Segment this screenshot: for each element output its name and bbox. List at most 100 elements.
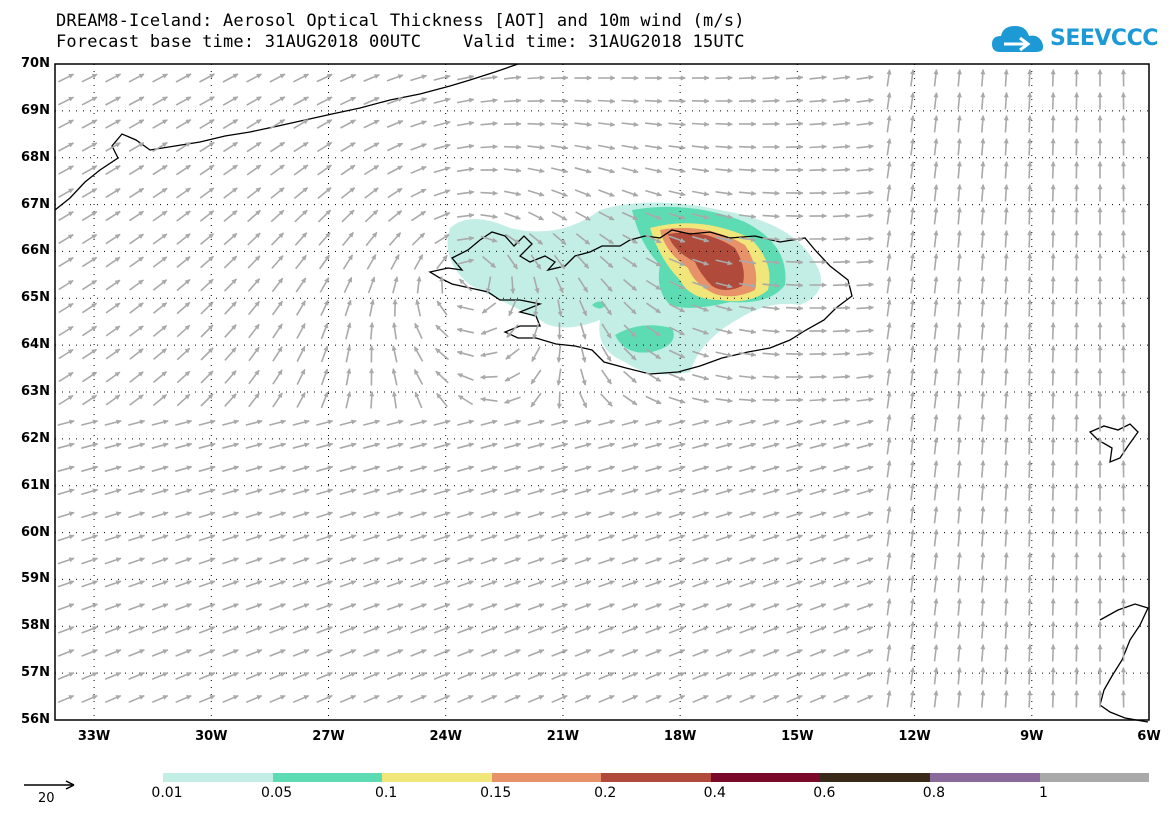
wind-arrow-head bbox=[656, 191, 663, 197]
wind-arrow-head bbox=[656, 214, 663, 220]
wind-arrow-head bbox=[114, 394, 121, 400]
wind-arrow-head bbox=[562, 488, 569, 494]
wind-arrow-head bbox=[1120, 597, 1127, 604]
wind-arrow-head bbox=[1073, 91, 1080, 98]
wind-arrow-head bbox=[374, 465, 381, 471]
wind-arrow-head bbox=[91, 234, 98, 240]
wind-arrow-head bbox=[867, 649, 874, 655]
wind-arrow-head bbox=[656, 465, 663, 471]
wind-arrow-head bbox=[679, 442, 686, 448]
wind-arrow-head bbox=[680, 191, 686, 197]
wind-arrow-head bbox=[886, 598, 892, 604]
wind-arrow-head bbox=[703, 329, 710, 335]
wind-arrow-head bbox=[703, 649, 709, 655]
wind-arrow-head bbox=[394, 253, 400, 260]
wind-arrow-head bbox=[256, 419, 263, 425]
wind-arrow-head bbox=[374, 419, 381, 425]
wind-arrow-head bbox=[751, 190, 757, 196]
wind-arrow-head bbox=[350, 534, 357, 540]
wind-arrow-head bbox=[1097, 137, 1103, 144]
longitude-label: 12W bbox=[898, 729, 931, 744]
colorbar-segment bbox=[601, 773, 711, 782]
wind-arrow-head bbox=[346, 322, 352, 328]
wind-arrow-head bbox=[956, 528, 962, 535]
latitude-label: 70N bbox=[21, 56, 50, 71]
wind-arrow-head bbox=[468, 166, 475, 173]
wind-arrow-head bbox=[679, 419, 686, 425]
wind-arrow-head bbox=[114, 348, 121, 354]
wind-arrow-head bbox=[773, 580, 780, 586]
wind-arrow-head bbox=[679, 307, 686, 313]
wind-arrow-head bbox=[208, 278, 214, 285]
wind-arrow-head bbox=[515, 603, 522, 609]
wind-arrow-head bbox=[867, 603, 874, 609]
wind-arrow-head bbox=[254, 232, 261, 239]
wind-arrow-head bbox=[468, 143, 475, 149]
wind-arrow-head bbox=[468, 74, 475, 80]
wind-arrow-head bbox=[933, 506, 939, 512]
wind-arrow-head bbox=[1050, 620, 1056, 627]
wind-arrow-head bbox=[397, 603, 404, 609]
wind-arrow-head bbox=[656, 649, 662, 655]
wind-arrow-head bbox=[1050, 321, 1056, 328]
wind-arrow-head bbox=[656, 626, 662, 632]
wind-arrow-head bbox=[956, 459, 962, 466]
wind-arrow-head bbox=[703, 375, 710, 381]
wind-arrow-head bbox=[845, 190, 851, 196]
wind-arrow-head bbox=[444, 695, 451, 700]
wind-arrow-head bbox=[508, 310, 514, 317]
wind-arrow-head bbox=[703, 511, 710, 517]
wind-arrow-head bbox=[867, 465, 874, 471]
wind-arrow-head bbox=[773, 603, 780, 609]
wind-arrow-head bbox=[1050, 68, 1056, 75]
wind-arrow-head bbox=[585, 191, 592, 197]
coastlines bbox=[54, 63, 1149, 723]
wind-arrow-head bbox=[350, 626, 357, 632]
wind-arrow-head bbox=[397, 511, 404, 517]
wind-arrow-head bbox=[820, 695, 827, 700]
wind-arrow-head bbox=[980, 689, 986, 696]
wind-arrow-head bbox=[726, 488, 733, 494]
wind-arrow-head bbox=[280, 672, 286, 677]
wind-arrow-head bbox=[655, 376, 662, 382]
wind-arrow-head bbox=[207, 370, 214, 377]
wind-arrow-head bbox=[657, 121, 663, 127]
wind-arrow-head bbox=[184, 324, 191, 331]
wind-arrow-head bbox=[92, 649, 98, 655]
wind-arrow-head bbox=[391, 368, 397, 374]
wind-arrow-head bbox=[562, 580, 569, 586]
wind-arrow-head bbox=[797, 465, 804, 471]
wind-arrow-head bbox=[444, 534, 451, 540]
wind-arrow-head bbox=[186, 465, 193, 471]
wind-arrow-head bbox=[956, 367, 962, 374]
wind-arrow-head bbox=[491, 603, 498, 609]
wind-arrow-head bbox=[909, 644, 916, 650]
wind-arrow-head bbox=[323, 368, 329, 375]
wind-arrow-head bbox=[421, 74, 428, 80]
wind-arrow-head bbox=[91, 280, 98, 286]
wind-arrow-head bbox=[867, 695, 874, 700]
wind-arrow-head bbox=[632, 580, 639, 586]
wind-arrow-head bbox=[655, 331, 661, 337]
wind-arrow-head bbox=[280, 580, 287, 586]
wind-arrow-head bbox=[303, 580, 310, 586]
wind-arrow-head bbox=[886, 552, 892, 558]
wind-arrow-head bbox=[868, 190, 875, 196]
wind-arrow-head bbox=[1003, 574, 1009, 581]
wind-arrow-head bbox=[886, 414, 892, 420]
wind-arrow-head bbox=[490, 262, 496, 268]
wind-arrow-head bbox=[1097, 160, 1103, 167]
wind-arrow-head bbox=[727, 375, 733, 381]
wind-arrow-head bbox=[539, 75, 546, 81]
wind-arrow-head bbox=[115, 73, 122, 79]
wind-arrow-head bbox=[1003, 528, 1009, 535]
wind-arrow-head bbox=[1097, 528, 1103, 535]
wind-arrow-head bbox=[326, 142, 333, 148]
wind-arrow-head bbox=[727, 260, 733, 266]
wind-arrow-head bbox=[421, 534, 428, 540]
wind-arrow-head bbox=[750, 626, 756, 632]
wind-arrow-head bbox=[1097, 666, 1103, 673]
wind-arrow-head bbox=[774, 98, 781, 104]
wind-arrow-head bbox=[886, 391, 892, 397]
wind-arrow-head bbox=[608, 695, 615, 700]
